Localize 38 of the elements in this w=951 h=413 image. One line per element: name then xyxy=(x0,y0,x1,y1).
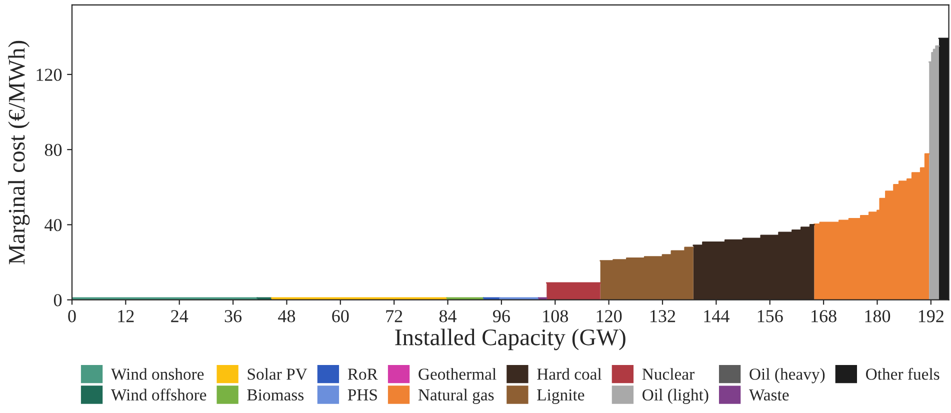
x-tick-label: 108 xyxy=(543,310,568,322)
x-tick-label: 156 xyxy=(758,310,783,322)
x-tick-label: 96 xyxy=(493,310,510,322)
x-tick-label: 12 xyxy=(118,310,134,322)
y-tick-label: 80 xyxy=(44,144,62,156)
legend-label: RoR xyxy=(348,368,378,380)
x-tick-label: 36 xyxy=(224,310,242,322)
legend-label: Oil (heavy) xyxy=(750,368,825,384)
y-tick-label: 120 xyxy=(36,68,62,81)
legend-label: Oil (light) xyxy=(642,388,708,404)
y-tick-label: 40 xyxy=(44,218,62,232)
x-tick-label: 132 xyxy=(650,310,676,322)
x-tick-label: 60 xyxy=(332,310,349,322)
legend-label: Biomass xyxy=(247,389,304,401)
legend-label: Hard coal xyxy=(537,368,602,380)
legend-label: Waste xyxy=(748,389,789,401)
x-tick-label: 144 xyxy=(704,310,730,322)
x-tick-label: 0 xyxy=(68,310,76,322)
x-tick-label: 84 xyxy=(439,310,457,322)
x-axis-title: Installed Capacity (GW) xyxy=(395,328,626,350)
y-axis-title: Marginal cost (€/MWh) xyxy=(8,40,30,264)
x-tick-label: 192 xyxy=(918,310,944,322)
x-tick-label: 180 xyxy=(865,310,890,322)
legend-label: Solar PV xyxy=(248,368,308,380)
legend-label: Wind offshore xyxy=(110,388,206,401)
legend-label: Natural gas xyxy=(418,388,494,404)
legend-label: PHS xyxy=(348,389,377,401)
x-tick-label: 168 xyxy=(812,310,836,322)
legend-label: Geothermal xyxy=(418,368,496,380)
y-tick-label: 0 xyxy=(54,294,62,306)
legend-label: Lignite xyxy=(537,389,584,404)
x-tick-label: 120 xyxy=(596,310,622,322)
x-tick-label: 72 xyxy=(386,310,402,322)
legend-label: Other fuels xyxy=(866,368,940,380)
legend-label: Wind onshore xyxy=(110,368,204,380)
x-tick-label: 48 xyxy=(278,310,296,322)
x-tick-label: 24 xyxy=(171,310,188,322)
legend-label: Nuclear xyxy=(642,368,694,380)
